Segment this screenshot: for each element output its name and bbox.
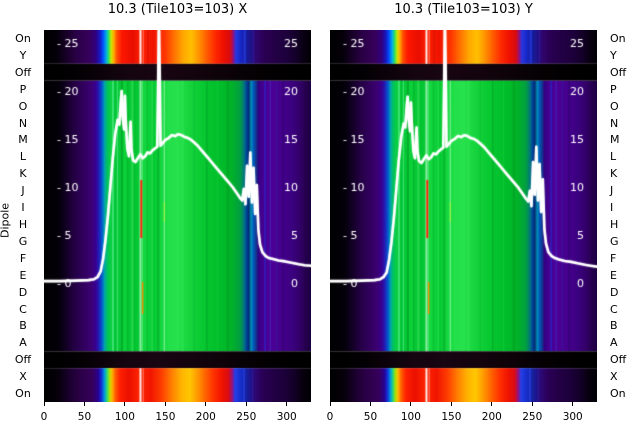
row-label-left: N — [18, 116, 28, 130]
row-label-right: Off — [610, 353, 627, 367]
x-tick-mark — [164, 402, 166, 406]
x-tick-label: 50 — [77, 411, 92, 423]
row-label-left: P — [19, 82, 27, 96]
row-label-right: J — [610, 184, 614, 198]
row-label-right: B — [610, 319, 618, 333]
x-tick-label: 150 — [441, 411, 462, 423]
row-label-right: H — [610, 217, 619, 231]
row-label-right: On — [610, 387, 626, 401]
row-label-left: F — [19, 251, 27, 265]
x-tick-label: 200 — [481, 411, 502, 423]
x-tick-mark — [572, 402, 574, 406]
heatmap-x-canvas — [44, 30, 311, 402]
row-label-right: P — [610, 82, 617, 96]
panel-y-title: 10.3 (Tile103=103) Y — [394, 2, 533, 17]
x-tick-label: 250 — [522, 411, 543, 423]
row-label-right: Y — [610, 48, 617, 62]
x-tick-label: 0 — [40, 411, 48, 423]
x-tick-mark — [329, 402, 331, 406]
row-label-left: A — [19, 336, 27, 350]
row-label-right: N — [610, 116, 619, 130]
row-label-right: A — [610, 336, 618, 350]
panel-x-title: 10.3 (Tile103=103) X — [107, 2, 248, 17]
row-label-left: On — [15, 31, 31, 45]
row-label-left: C — [19, 302, 27, 316]
row-label-left: Off — [14, 353, 32, 367]
row-label-left: K — [19, 167, 27, 181]
x-tick-mark — [83, 402, 85, 406]
row-label-right: G — [610, 234, 619, 248]
panel-y: 10.3 (Tile103=103) Y 0 50 100 150 200 250 300 — [327, 0, 597, 440]
row-label-left: X — [19, 370, 27, 384]
x-tick-mark — [410, 402, 412, 406]
x-tick-mark — [205, 402, 207, 406]
heatmap-y-canvas — [330, 30, 597, 402]
row-label-right: L — [610, 150, 617, 164]
x-tick-mark — [450, 402, 452, 406]
x-tick-mark — [491, 402, 493, 406]
row-label-left: H — [18, 217, 28, 231]
x-tick-label: 300 — [562, 411, 583, 423]
x-tick-label: 250 — [236, 411, 257, 423]
row-label-right: D — [610, 285, 619, 299]
x-tick-label: 300 — [276, 411, 297, 423]
right-axis-labels: On Y Off P O N M L K J I H G F E D C B A Off X On — [601, 0, 639, 440]
x-tick-mark — [286, 402, 288, 406]
row-label-right: K — [610, 167, 618, 181]
x-tick-label: 150 — [155, 411, 176, 423]
row-label-left: M — [18, 133, 28, 147]
x-tick-mark — [531, 402, 533, 406]
panel-x: 10.3 (Tile103=103) X 0 50 100 150 200 250 300 — [41, 0, 311, 440]
row-label-left: B — [19, 319, 27, 333]
row-label-left: Off — [14, 65, 32, 79]
x-tick-mark — [245, 402, 247, 406]
row-label-right: O — [610, 99, 619, 113]
x-tick-mark — [43, 402, 45, 406]
row-label-right: F — [610, 251, 617, 265]
row-label-right: C — [610, 302, 618, 316]
x-tick-mark — [124, 402, 126, 406]
row-label-right: On — [610, 31, 626, 45]
row-label-left: G — [18, 234, 28, 248]
left-axis-labels: On Y Off P O N M L K J I H G F E D C B A Off X On — [9, 0, 37, 440]
row-label-left: On — [15, 387, 31, 401]
x-tick-label: 0 — [326, 411, 334, 423]
x-tick-label: 100 — [400, 411, 421, 423]
row-label-left: D — [18, 285, 28, 299]
row-label-left: E — [19, 268, 27, 282]
row-label-right: I — [610, 201, 614, 215]
row-label-left: I — [21, 201, 25, 215]
row-label-right: Off — [610, 65, 627, 79]
row-label-right: M — [610, 133, 620, 147]
x-tick-label: 100 — [114, 411, 135, 423]
x-tick-label: 200 — [195, 411, 216, 423]
row-label-right: X — [610, 370, 618, 384]
row-label-right: E — [610, 268, 617, 282]
row-label-left: Y — [19, 48, 27, 62]
row-label-left: O — [18, 99, 28, 113]
x-tick-label: 50 — [363, 411, 378, 423]
x-tick-mark — [369, 402, 371, 406]
row-label-left: J — [21, 184, 25, 198]
row-label-left: L — [19, 150, 27, 164]
